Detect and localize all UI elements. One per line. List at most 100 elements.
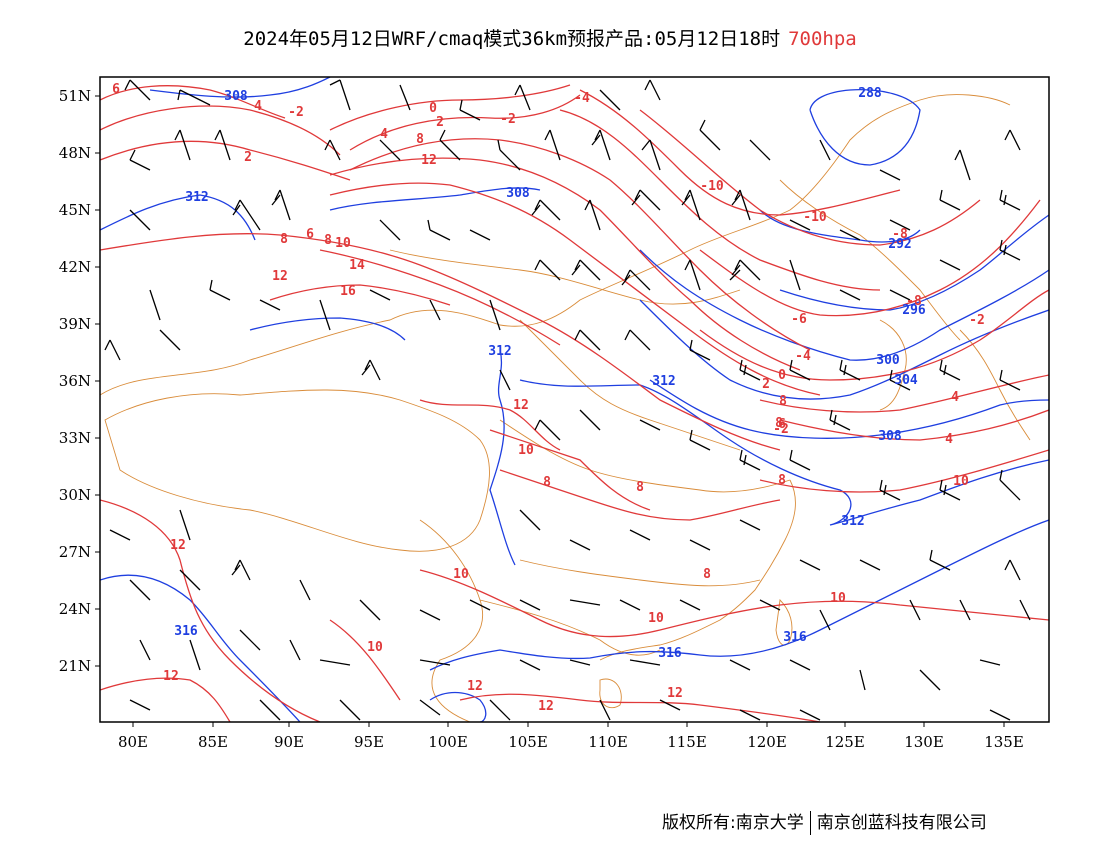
wind-barb <box>579 409 601 431</box>
lon-label: 125E <box>825 733 865 751</box>
lat-label: 30N <box>59 486 91 504</box>
wind-barb <box>879 169 901 181</box>
wind-barb <box>954 149 971 181</box>
wind-barb <box>534 259 561 281</box>
temp-label: 12 <box>467 679 483 694</box>
northeast-border <box>779 179 961 341</box>
wind-barb <box>299 579 311 601</box>
copyright-line: 版权所有:南京大学 南京创蓝科技有限公司 <box>662 808 987 835</box>
wind-barb <box>239 629 261 651</box>
wind-barb <box>129 699 151 711</box>
temp-label: 10 <box>367 640 383 655</box>
temp-label: 12 <box>170 538 186 553</box>
temp-label: 12 <box>513 398 529 413</box>
inner-mongolia-border <box>389 249 741 305</box>
lon-label: 130E <box>904 733 944 751</box>
temp-label: -2 <box>288 105 304 120</box>
height-label: 312 <box>488 344 511 359</box>
wind-barb <box>889 289 911 301</box>
height-label: 300 <box>876 353 900 368</box>
wind-barb <box>684 259 701 291</box>
boundary-layer <box>100 94 1031 722</box>
temp-label: 14 <box>349 258 365 273</box>
height-contour-300 <box>639 249 1049 361</box>
wind-barb <box>129 149 151 171</box>
temp-label: 6 <box>112 82 120 97</box>
hainan-outline <box>599 678 622 709</box>
wind-barb <box>584 199 601 231</box>
wind-barb <box>534 419 561 441</box>
wind-barb <box>104 339 121 361</box>
temp-contour--4 <box>559 109 881 291</box>
wind-barb <box>689 429 711 451</box>
wind-barb <box>159 329 181 351</box>
height-label: 312 <box>185 190 208 205</box>
wind-barb <box>819 609 831 631</box>
height-label: 316 <box>783 630 807 645</box>
temp-label: 10 <box>335 236 351 251</box>
wind-barb <box>939 189 961 211</box>
lat-label: 39N <box>59 315 91 333</box>
temp-label: -2 <box>773 422 789 437</box>
lat-label: 24N <box>59 600 91 618</box>
temp-contour-10-sw <box>329 619 401 701</box>
wind-barb <box>519 509 541 531</box>
wind-barb <box>799 709 821 721</box>
temp-label: 4 <box>945 432 953 447</box>
wind-barb <box>232 199 261 231</box>
wind-barb <box>361 359 381 381</box>
height-contour-layer <box>100 77 1049 722</box>
wind-barb <box>789 219 811 231</box>
height-contour-312-west <box>100 194 256 241</box>
coastline-east <box>599 479 796 661</box>
temp-contour-12-south <box>100 499 321 722</box>
height-contour-316-south <box>429 519 1049 671</box>
temp-contour--8 <box>639 109 981 246</box>
wind-barb <box>959 599 971 621</box>
wind-barb <box>531 199 561 221</box>
north-china-border <box>519 319 741 451</box>
temp-contour-6-nw <box>100 85 286 119</box>
temp-contour-12-tibet <box>419 399 561 451</box>
temp-label: -6 <box>791 312 807 327</box>
wind-barb <box>681 189 701 221</box>
wind-barb <box>109 529 131 541</box>
lon-label: 85E <box>198 733 228 751</box>
wind-barb <box>319 299 331 331</box>
wind-barb <box>999 369 1021 391</box>
temp-contour--2 <box>349 94 581 151</box>
temp-contour-4-n <box>100 105 341 156</box>
wind-barb <box>799 559 821 571</box>
height-contour-316-southwest <box>100 574 301 722</box>
wind-barb <box>259 299 281 311</box>
temp-contour-12-far-sw <box>100 677 231 722</box>
wind-barb <box>489 699 511 721</box>
temp-contour-14 <box>319 249 561 346</box>
temp-label: 2 <box>762 377 770 392</box>
wind-barb <box>231 559 251 581</box>
lat-label: 42N <box>59 258 91 276</box>
wind-barb <box>519 599 541 611</box>
lon-label: 95E <box>354 733 384 751</box>
yunnan-border <box>479 599 661 656</box>
wind-barb <box>369 289 391 301</box>
taiwan-outline <box>775 599 793 646</box>
wind-barb <box>489 299 501 331</box>
height-label: 308 <box>506 186 530 201</box>
wind-barb <box>629 529 651 541</box>
temp-label: 10 <box>648 611 664 626</box>
wind-barb <box>214 129 231 161</box>
height-contour-308-east <box>649 379 1049 439</box>
wind-barb <box>739 449 761 471</box>
wind-barb <box>659 699 681 711</box>
title-text: 2024年05月12日WRF/cmaq模式36km预报产品:05月12日18时 <box>243 28 781 50</box>
temp-label: 8 <box>775 416 783 431</box>
wind-barb <box>839 289 861 301</box>
temp-label: -2 <box>969 313 985 328</box>
wind-barb <box>729 659 751 671</box>
wind-barb <box>879 479 901 501</box>
temp-label: 12 <box>272 269 288 284</box>
wind-barb <box>319 659 351 666</box>
wind-barb <box>999 469 1021 501</box>
lat-label: 51N <box>59 87 91 105</box>
